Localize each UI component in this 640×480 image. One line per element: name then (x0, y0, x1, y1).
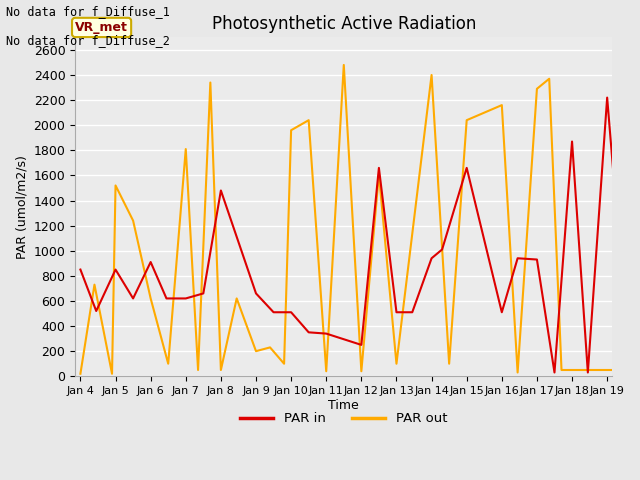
PAR out (463, 117, 470, 123)
PAR out (280, 361, 288, 367)
PAR in (614, 223, 621, 228)
PAR out (445, 361, 453, 367)
PAR out (545, 76, 553, 82)
PAR out (217, 367, 225, 373)
PAR out (586, 367, 593, 373)
Title: Photosynthetic Active Radiation: Photosynthetic Active Radiation (212, 15, 476, 33)
PAR out (628, 367, 636, 373)
PAR out (614, 367, 621, 373)
PAR in (129, 296, 137, 301)
PAR out (323, 368, 330, 374)
PAR in (77, 267, 84, 273)
PAR out (108, 371, 116, 377)
Line: PAR out: PAR out (81, 65, 640, 374)
PAR out (233, 296, 241, 301)
PAR in (408, 310, 416, 315)
PAR in (287, 310, 295, 315)
PAR out (77, 371, 84, 377)
PAR in (200, 290, 207, 296)
Y-axis label: PAR (umol/m2/s): PAR (umol/m2/s) (15, 155, 28, 259)
PAR in (584, 370, 592, 375)
Text: No data for f_Diffuse_1: No data for f_Diffuse_1 (6, 5, 170, 18)
PAR out (305, 117, 312, 123)
PAR out (557, 367, 565, 373)
PAR in (630, 223, 637, 228)
PAR in (112, 267, 120, 273)
PAR out (533, 86, 541, 92)
PAR out (410, 216, 418, 222)
PAR in (498, 310, 506, 315)
PAR in (92, 308, 100, 314)
PAR out (266, 345, 274, 350)
PAR out (91, 282, 99, 288)
PAR in (375, 165, 383, 171)
PAR out (112, 182, 120, 188)
PAR out (147, 296, 154, 301)
PAR in (428, 255, 435, 261)
PAR in (550, 370, 558, 375)
PAR in (533, 257, 541, 263)
PAR in (252, 290, 260, 296)
PAR in (514, 255, 522, 261)
X-axis label: Time: Time (328, 399, 359, 412)
PAR out (637, 367, 640, 373)
Text: VR_met: VR_met (75, 21, 128, 34)
PAR in (147, 259, 154, 265)
PAR out (428, 72, 435, 78)
PAR in (438, 247, 446, 252)
Text: No data for f_Diffuse_2: No data for f_Diffuse_2 (6, 34, 170, 47)
PAR out (392, 361, 400, 367)
PAR in (163, 296, 170, 301)
PAR out (252, 348, 260, 354)
Legend: PAR in, PAR out: PAR in, PAR out (235, 407, 452, 431)
PAR in (604, 95, 611, 100)
PAR in (217, 188, 225, 193)
PAR in (323, 331, 330, 336)
PAR out (207, 80, 214, 85)
PAR out (340, 62, 348, 68)
PAR out (604, 367, 611, 373)
PAR out (164, 361, 172, 367)
PAR out (182, 146, 189, 152)
PAR in (568, 139, 576, 144)
PAR out (568, 367, 576, 373)
PAR in (637, 370, 640, 375)
PAR in (182, 296, 189, 301)
PAR out (129, 218, 137, 224)
PAR in (392, 310, 400, 315)
PAR in (463, 165, 470, 171)
PAR in (358, 342, 365, 348)
PAR in (269, 310, 277, 315)
Line: PAR in: PAR in (81, 97, 640, 372)
PAR out (375, 171, 383, 177)
PAR in (305, 329, 312, 335)
PAR out (287, 127, 295, 133)
PAR out (194, 367, 202, 373)
PAR out (498, 102, 506, 108)
PAR out (358, 368, 365, 374)
PAR out (514, 370, 522, 375)
